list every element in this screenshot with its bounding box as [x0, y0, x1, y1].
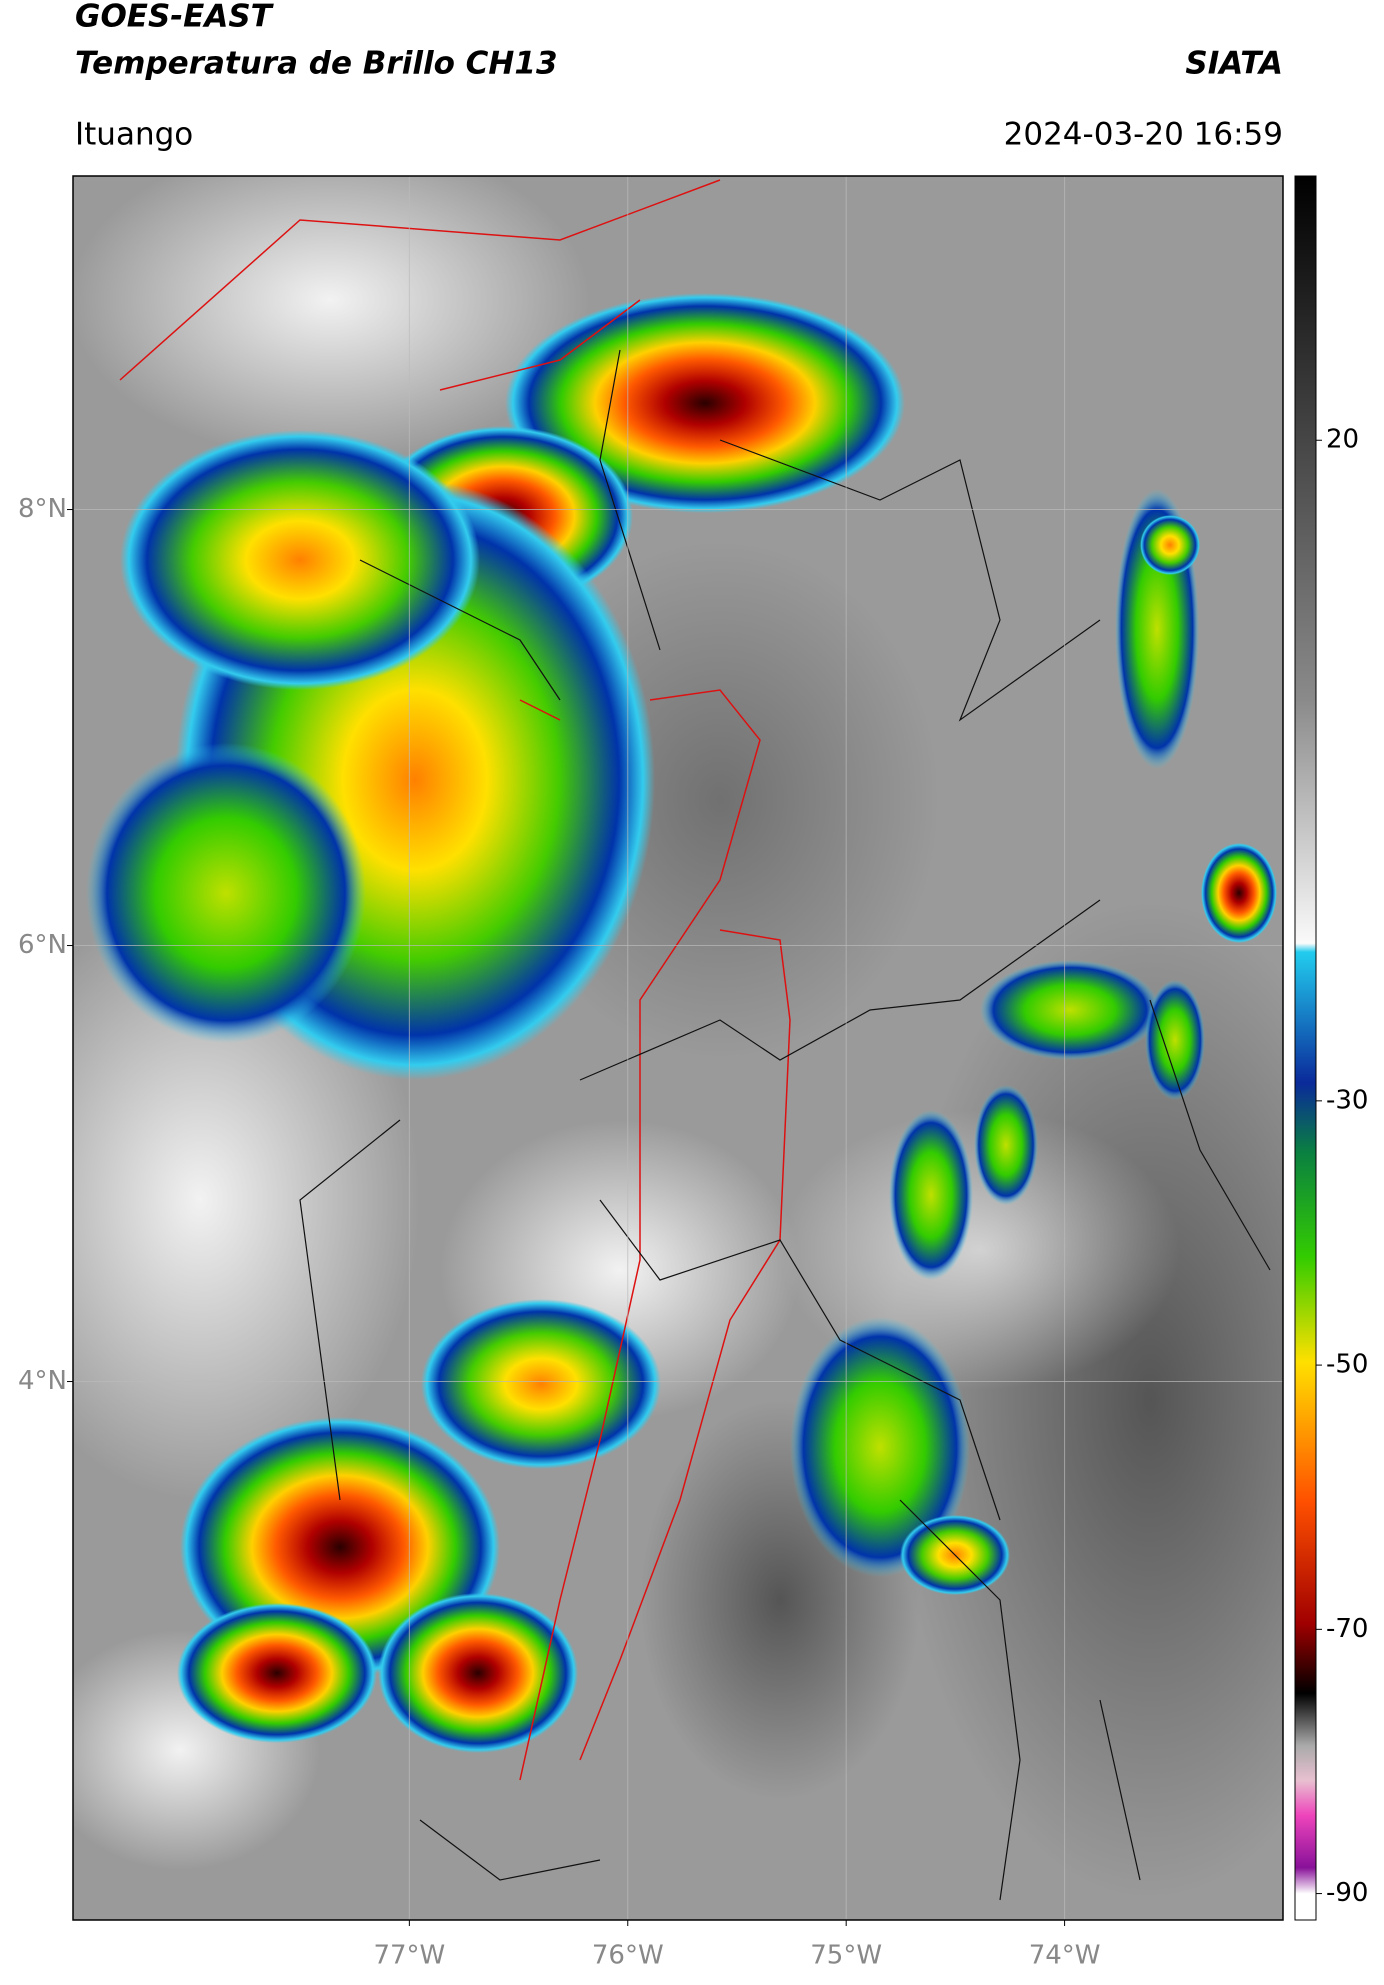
satellite-image [73, 176, 1283, 1920]
y-tick-label: 6°N [18, 930, 67, 960]
x-tick-label: 76°W [592, 1941, 664, 1971]
colorbar-tick-label: -50 [1326, 1350, 1368, 1380]
y-tick-label: 8°N [18, 494, 67, 524]
datetime: 2024-03-20 16:59 [1004, 117, 1283, 153]
x-tick-label: 75°W [810, 1941, 882, 1971]
map-frame [72, 175, 1284, 1921]
colorbar-tick-label: 20 [1326, 425, 1359, 455]
colorbar-tick-label: -90 [1326, 1878, 1368, 1908]
colorbar-tick-label: -30 [1326, 1085, 1368, 1115]
y-tick-label: 4°N [18, 1366, 67, 1396]
title: GOES-EAST [75, 0, 275, 35]
source: SIATA [1185, 46, 1283, 82]
location: Ituango [75, 117, 193, 153]
x-tick-label: 74°W [1029, 1941, 1101, 1971]
colorbar-tick-label: -70 [1326, 1614, 1368, 1644]
subtitle: Temperatura de Brillo CH13 [75, 46, 558, 82]
x-tick-label: 77°W [373, 1941, 445, 1971]
colorbar [1294, 175, 1317, 1921]
